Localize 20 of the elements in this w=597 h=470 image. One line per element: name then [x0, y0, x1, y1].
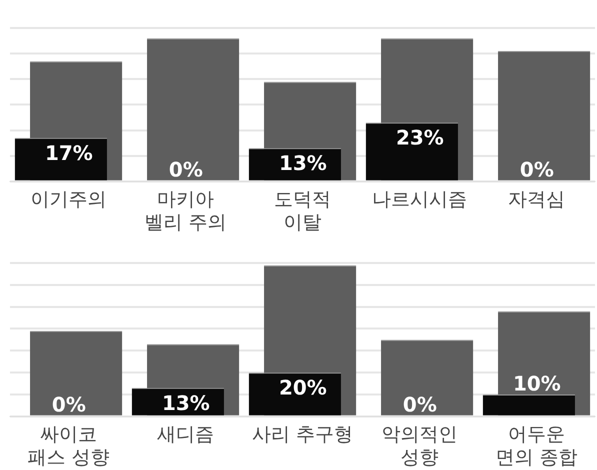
x-tick-label: 나르시시즘: [372, 188, 467, 211]
data-label: 17%: [44, 140, 93, 165]
data-label: 13%: [278, 151, 327, 176]
data-label: 0%: [168, 157, 203, 182]
data-label: 13%: [162, 390, 210, 415]
data-label: 20%: [278, 376, 327, 400]
x-tick-label: 이기주의: [30, 188, 106, 211]
data-label: 0%: [520, 157, 554, 182]
data-label: 10%: [512, 371, 561, 396]
x-tick-label: 마키아 벨리 주의: [144, 188, 227, 234]
x-tick-label: 싸이코 패스 성향: [27, 424, 110, 469]
x-tick-label: 어두운 면의 종합: [495, 424, 578, 469]
x-tick-label: 새디즘: [157, 424, 214, 446]
data-label: 23%: [396, 126, 444, 150]
x-tick-label: 도덕적 이탈: [274, 188, 331, 234]
data-label: 0%: [402, 392, 437, 416]
x-tick-label: 사리 추구형: [252, 424, 354, 446]
x-tick-label: 악의적인 성향: [382, 424, 458, 469]
x-tick-label: 자격심: [508, 188, 565, 211]
data-label: 0%: [52, 392, 86, 416]
